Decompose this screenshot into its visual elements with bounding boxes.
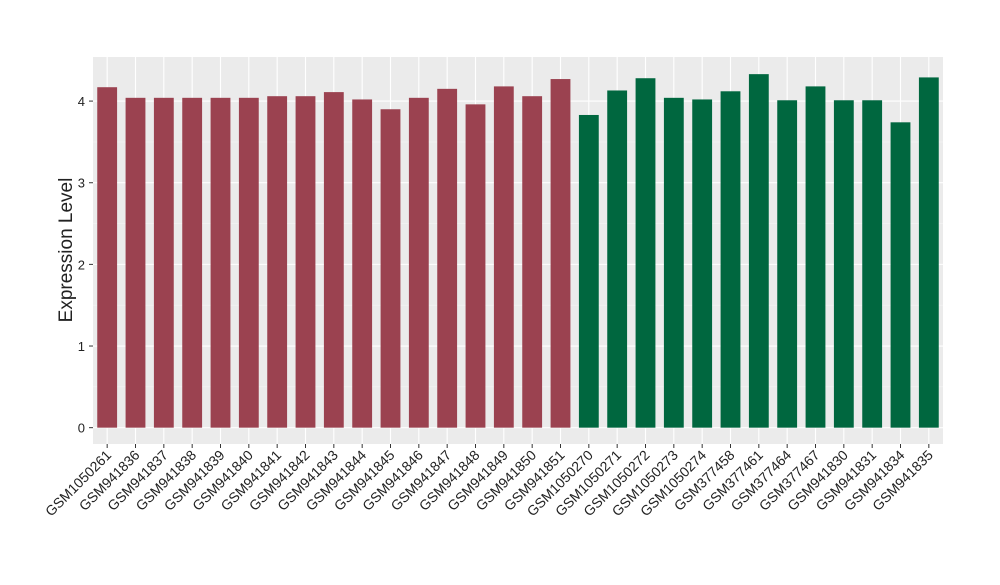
bar: [890, 122, 911, 428]
y-tick-label: 0: [78, 421, 85, 436]
bar: [408, 97, 429, 428]
bar: [153, 97, 174, 428]
y-tick-label: 2: [78, 257, 85, 272]
bar: [833, 100, 854, 428]
bar: [323, 92, 344, 428]
bar: [493, 86, 514, 428]
bar: [182, 97, 203, 428]
bar: [380, 109, 401, 428]
bar: [748, 74, 769, 428]
bar: [720, 91, 741, 428]
bar: [663, 97, 684, 428]
y-tick-label: 4: [78, 94, 85, 109]
plot-panel: [93, 57, 943, 444]
bar: [862, 100, 883, 428]
bar: [210, 97, 231, 428]
y-tick-label: 3: [78, 176, 85, 191]
bar: [522, 96, 543, 428]
bar: [578, 114, 599, 428]
bar: [97, 87, 118, 428]
bar: [267, 96, 288, 428]
bar: [635, 78, 656, 428]
bar: [437, 88, 458, 428]
y-axis-label: Expression Level: [56, 178, 77, 323]
bar: [238, 97, 259, 428]
bar: [465, 104, 486, 428]
y-tick-label: 1: [78, 339, 85, 354]
bar: [918, 77, 939, 428]
bar: [295, 96, 316, 428]
bar: [352, 99, 373, 428]
bar: [777, 100, 798, 428]
bar: [550, 79, 571, 428]
bar: [125, 97, 146, 428]
bar: [692, 99, 713, 428]
bar: [805, 86, 826, 428]
bar: [607, 90, 628, 428]
